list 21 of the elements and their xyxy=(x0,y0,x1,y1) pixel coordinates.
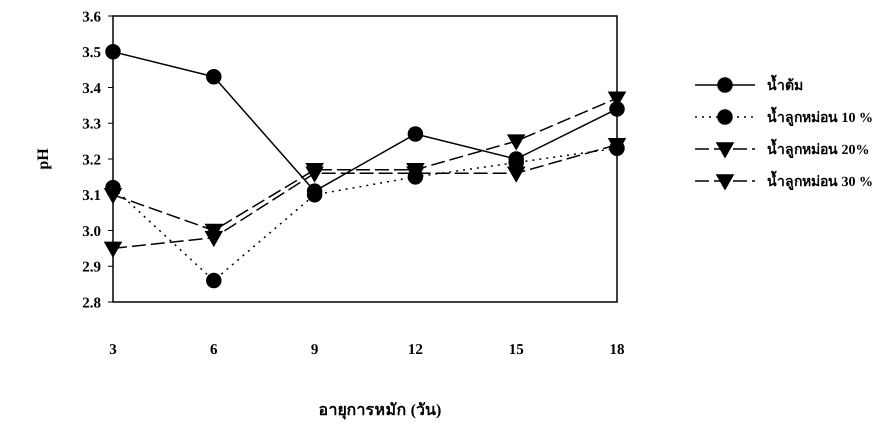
legend-label: น้ำลูกหม่อน 10 % xyxy=(767,106,873,126)
legend-label: น้ำลูกหม่อน 30 % xyxy=(767,170,873,190)
x-tick-label: 12 xyxy=(408,342,423,358)
y-tick-label: 2.9 xyxy=(82,260,101,276)
legend-label: น้ำต้ม xyxy=(767,74,803,94)
y-tick-label: 3.0 xyxy=(82,224,101,240)
x-axis-title: อายุการหมัก (วัน) xyxy=(318,401,442,420)
y-axis-title: pH xyxy=(35,148,52,170)
x-tick-label: 6 xyxy=(210,342,218,358)
x-tick-label: 9 xyxy=(310,342,318,358)
y-tick-label: 3.6 xyxy=(82,9,102,26)
y-tick-label: 3.4 xyxy=(82,80,102,97)
legend-label: น้ำลูกหม่อน 20% xyxy=(767,138,870,158)
x-tick-label: 15 xyxy=(508,342,524,358)
y-tick-label: 3.1 xyxy=(82,188,101,204)
y-tick-label: 3.5 xyxy=(82,45,101,61)
x-tick-label: 3 xyxy=(109,342,117,358)
y-tick-label: 3.3 xyxy=(82,116,101,132)
y-tick-label: 2.8 xyxy=(82,295,101,312)
x-tick-label: 18 xyxy=(610,342,624,358)
y-tick-label: 3.2 xyxy=(82,152,101,168)
